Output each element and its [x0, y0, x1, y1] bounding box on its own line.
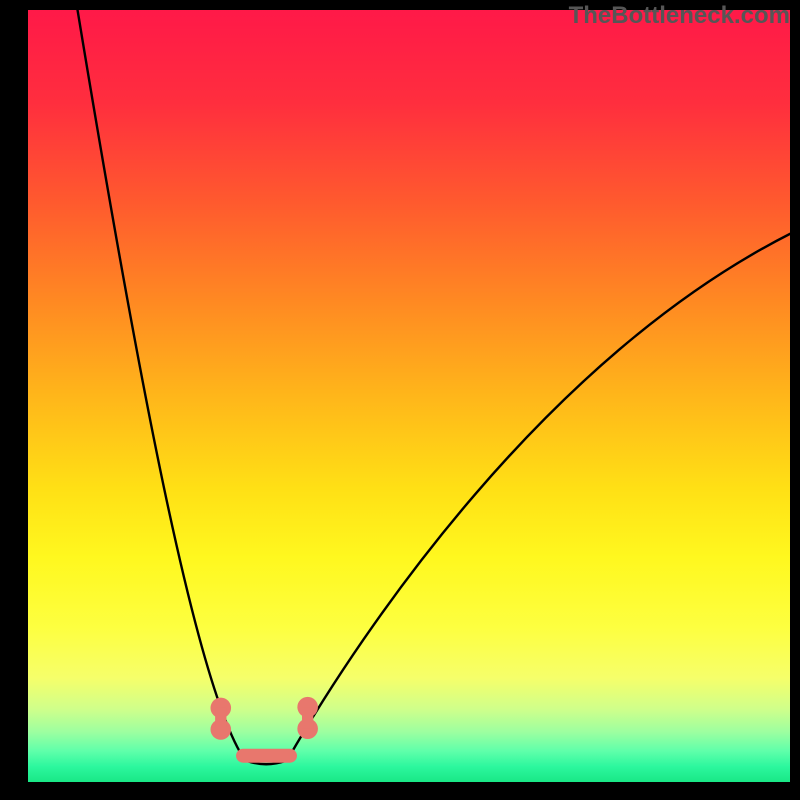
plot-area [28, 10, 790, 782]
valley-bar [236, 749, 297, 763]
range-marker [297, 697, 318, 739]
bottleneck-curve [78, 10, 790, 764]
chart-overlay [28, 10, 790, 782]
range-marker [210, 698, 231, 740]
watermark-text: TheBottleneck.com [569, 2, 790, 30]
